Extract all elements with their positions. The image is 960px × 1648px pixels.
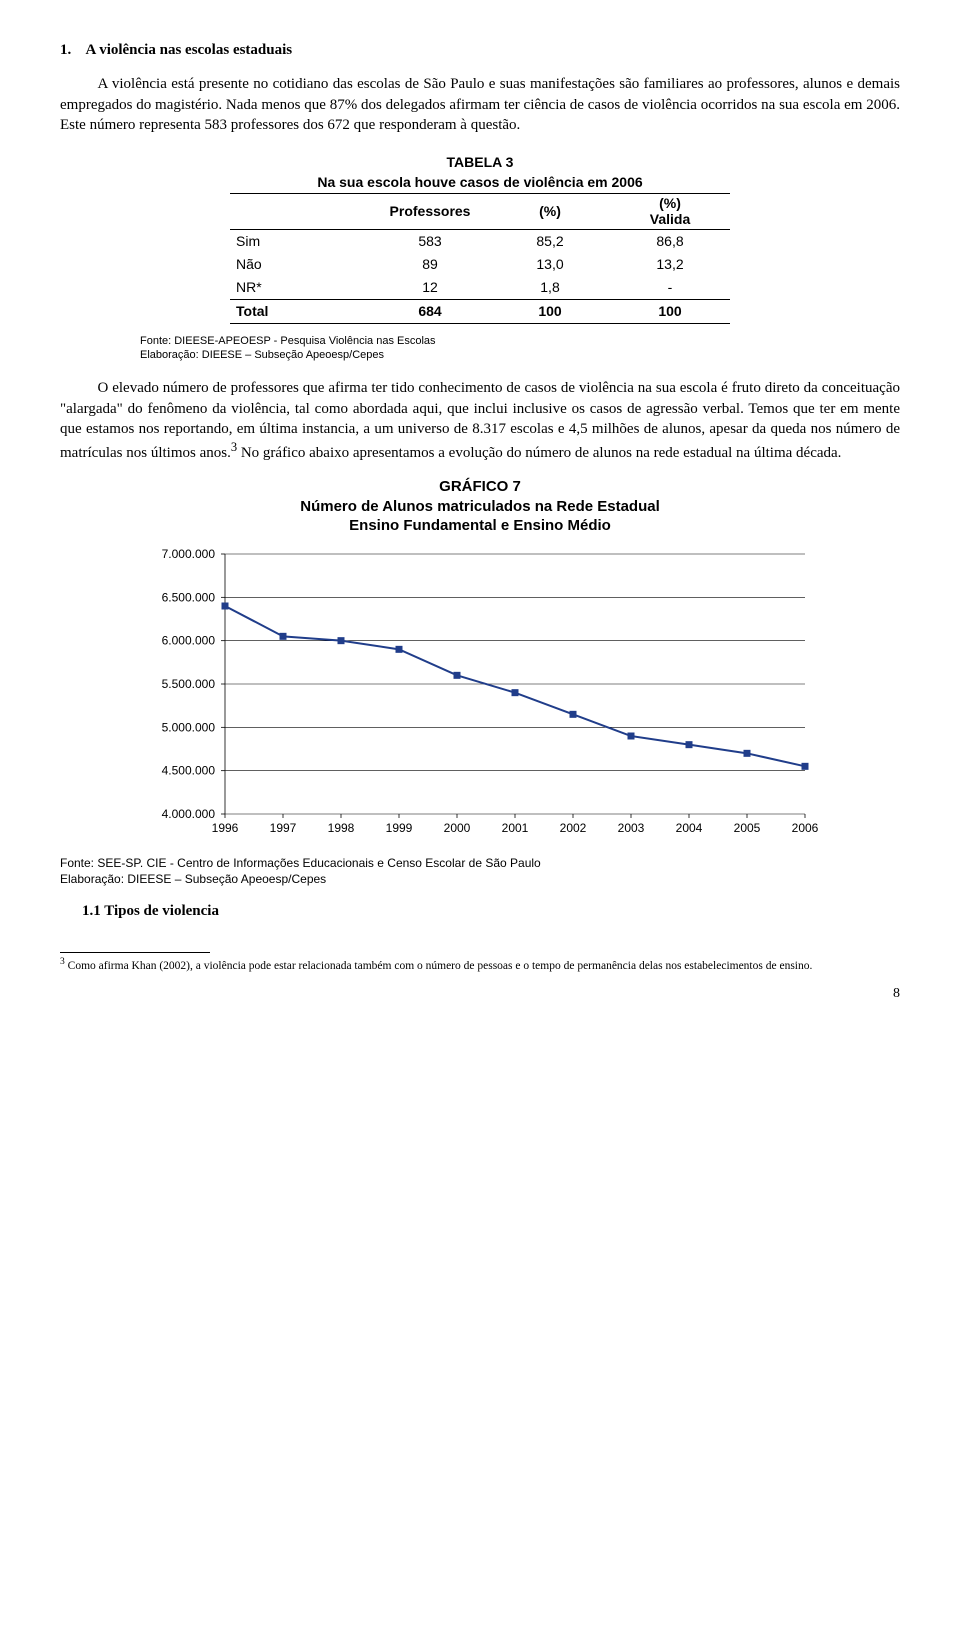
- th-pctvalida: (%)Valida: [610, 194, 730, 230]
- cell: 86,8: [610, 230, 730, 253]
- cell: NR*: [230, 276, 370, 299]
- cell: 12: [370, 276, 490, 299]
- table3: Professores (%) (%)Valida Sim 583 85,2 8…: [230, 193, 730, 323]
- svg-text:4.000.000: 4.000.000: [162, 807, 216, 821]
- svg-text:2000: 2000: [444, 821, 471, 835]
- table3-label: TABELA 3: [230, 153, 730, 171]
- cell: 13,0: [490, 253, 610, 276]
- svg-text:1999: 1999: [386, 821, 413, 835]
- cell: 13,2: [610, 253, 730, 276]
- cell: 89: [370, 253, 490, 276]
- th-pct: (%): [490, 194, 610, 230]
- svg-text:2006: 2006: [792, 821, 819, 835]
- section-heading: 1. A violência nas escolas estaduais: [60, 40, 900, 60]
- cell: 1,8: [490, 276, 610, 299]
- svg-text:1996: 1996: [212, 821, 239, 835]
- footnote-rule: [60, 952, 210, 953]
- svg-text:4.500.000: 4.500.000: [162, 763, 216, 777]
- svg-text:1997: 1997: [270, 821, 297, 835]
- subheading-1-1: 1.1 Tipos de violencia: [82, 901, 900, 921]
- th-prof: Professores: [370, 194, 490, 230]
- svg-text:2004: 2004: [676, 821, 703, 835]
- source-line: Elaboração: DIEESE – Subseção Apeoesp/Ce…: [140, 349, 384, 361]
- svg-text:1998: 1998: [328, 821, 355, 835]
- table3-source: Fonte: DIEESE-APEOESP - Pesquisa Violênc…: [140, 334, 900, 363]
- page-number: 8: [60, 985, 900, 1004]
- cell: 85,2: [490, 230, 610, 253]
- cell: Total: [230, 299, 370, 323]
- chart7-block: GRÁFICO 7 Número de Alunos matriculados …: [130, 477, 830, 850]
- paragraph-1: A violência está presente no cotidiano d…: [60, 74, 900, 135]
- section-number: 1.: [60, 42, 71, 58]
- svg-text:6.000.000: 6.000.000: [162, 633, 216, 647]
- cell: Não: [230, 253, 370, 276]
- svg-text:2003: 2003: [618, 821, 645, 835]
- cell: 100: [610, 299, 730, 323]
- footnote-text: Como afirma Khan (2002), a violência pod…: [65, 959, 813, 971]
- chart7-title: GRÁFICO 7 Número de Alunos matriculados …: [130, 477, 830, 536]
- table-row: NR* 12 1,8 -: [230, 276, 730, 299]
- table-row: Não 89 13,0 13,2: [230, 253, 730, 276]
- table-header-row: Professores (%) (%)Valida: [230, 194, 730, 230]
- chart7-label: GRÁFICO 7: [439, 478, 521, 495]
- svg-text:5.000.000: 5.000.000: [162, 720, 216, 734]
- footnote-3: 3 Como afirma Khan (2002), a violência p…: [60, 956, 900, 973]
- source-line: Fonte: SEE-SP. CIE - Centro de Informaçõ…: [60, 856, 541, 870]
- chart7-title1: Número de Alunos matriculados na Rede Es…: [300, 498, 660, 515]
- chart7-source: Fonte: SEE-SP. CIE - Centro de Informaçõ…: [60, 856, 900, 887]
- svg-text:2001: 2001: [502, 821, 529, 835]
- cell: 684: [370, 299, 490, 323]
- svg-text:2005: 2005: [734, 821, 761, 835]
- para2-part-b: No gráfico abaixo apresentamos a evoluçã…: [237, 445, 841, 461]
- source-line: Fonte: DIEESE-APEOESP - Pesquisa Violênc…: [140, 335, 436, 347]
- cell: -: [610, 276, 730, 299]
- table3-title: Na sua escola houve casos de violência e…: [230, 173, 730, 191]
- table-row: Sim 583 85,2 86,8: [230, 230, 730, 253]
- svg-text:5.500.000: 5.500.000: [162, 677, 216, 691]
- section-title: A violência nas escolas estaduais: [85, 42, 292, 58]
- chart7-svg: 4.000.000 4.500.000 5.000.000 5.500.000 6.00…: [130, 544, 830, 844]
- th-blank: [230, 194, 370, 230]
- svg-text:7.000.000: 7.000.000: [162, 547, 216, 561]
- chart7-title2: Ensino Fundamental e Ensino Médio: [349, 517, 611, 534]
- svg-text:6.500.000: 6.500.000: [162, 590, 216, 604]
- table-total-row: Total 684 100 100: [230, 299, 730, 323]
- table3-block: TABELA 3 Na sua escola houve casos de vi…: [230, 153, 730, 324]
- cell: 583: [370, 230, 490, 253]
- paragraph-2: O elevado número de professores que afir…: [60, 378, 900, 463]
- cell: Sim: [230, 230, 370, 253]
- cell: 100: [490, 299, 610, 323]
- svg-text:2002: 2002: [560, 821, 587, 835]
- source-line: Elaboração: DIEESE – Subseção Apeoesp/Ce…: [60, 872, 326, 886]
